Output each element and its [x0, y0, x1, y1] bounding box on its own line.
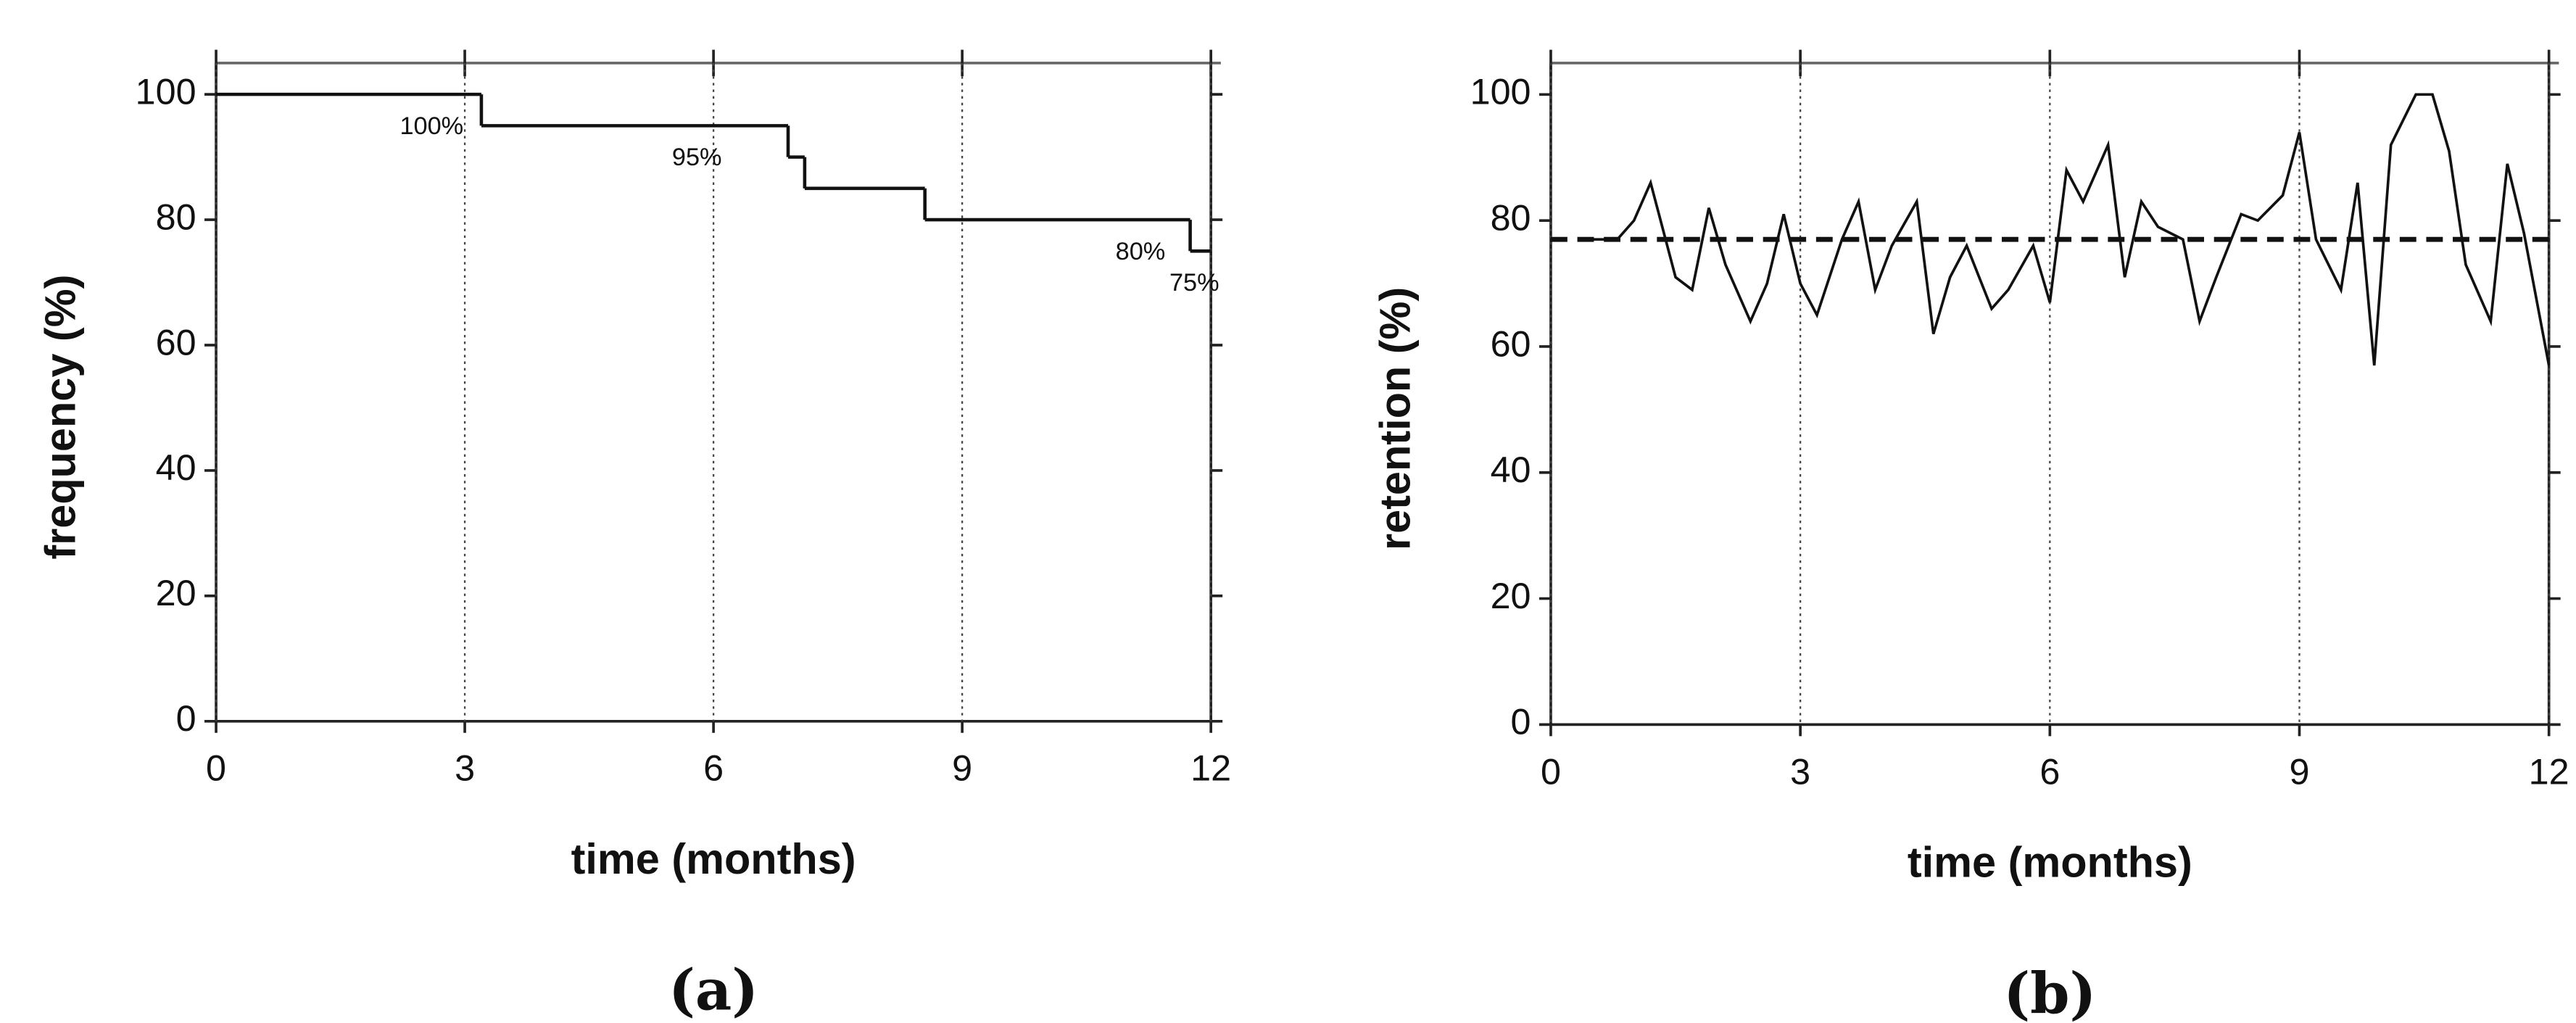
x-tick-label: 3 — [1790, 750, 1810, 792]
y-tick-label: 100 — [136, 70, 196, 112]
y-tick-label: 60 — [156, 321, 196, 363]
y-tick-label: 80 — [1491, 196, 1531, 238]
value-label: 95% — [672, 144, 722, 171]
value-label: 100% — [399, 112, 463, 140]
x-axis-title: time (months) — [1908, 837, 2192, 886]
x-tick-label: 0 — [206, 747, 226, 789]
x-axis-title: time (months) — [571, 834, 856, 883]
y-axis-title: frequency (%) — [36, 275, 84, 560]
y-tick-label: 20 — [1491, 575, 1531, 616]
value-label: 80% — [1116, 238, 1166, 265]
y-tick-label: 60 — [1491, 323, 1531, 364]
y-tick-label: 40 — [156, 447, 196, 488]
x-tick-label: 0 — [1541, 750, 1561, 792]
x-tick-label: 9 — [2289, 750, 2309, 792]
y-tick-label: 0 — [176, 697, 196, 739]
y-tick-label: 20 — [156, 572, 196, 613]
panel-label: (b) — [2003, 961, 2096, 1023]
x-tick-label: 12 — [2529, 750, 2569, 792]
y-tick-label: 80 — [156, 196, 196, 237]
value-label: 75% — [1169, 269, 1219, 297]
x-tick-label: 6 — [2039, 750, 2060, 792]
line — [1592, 93, 2551, 366]
y-tick-label: 100 — [1470, 71, 1531, 112]
y-axis-title: retention (%) — [1370, 287, 1419, 550]
x-tick-label: 9 — [952, 747, 972, 789]
x-tick-label: 3 — [455, 747, 475, 789]
y-tick-label: 0 — [1511, 701, 1531, 742]
y-tick-label: 40 — [1491, 449, 1531, 490]
x-tick-label: 6 — [703, 747, 724, 789]
x-tick-label: 12 — [1190, 747, 1231, 789]
panel-label: (a) — [668, 958, 758, 1023]
